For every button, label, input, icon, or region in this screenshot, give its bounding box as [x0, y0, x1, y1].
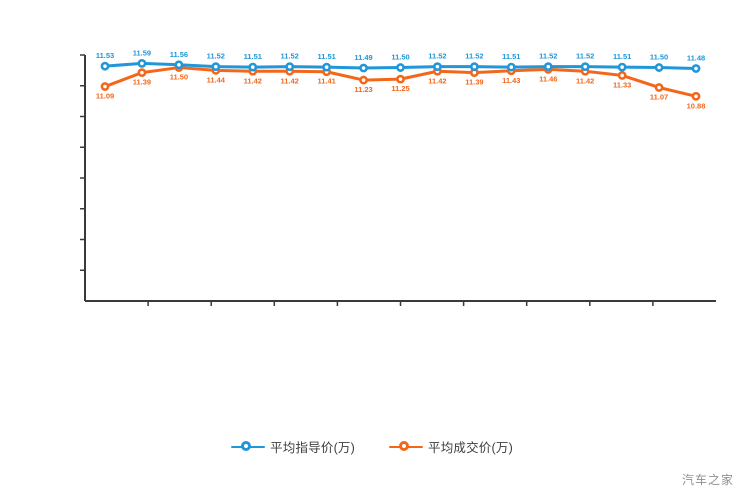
svg-text:11.56: 11.56 — [170, 50, 188, 59]
svg-text:11.52: 11.52 — [576, 52, 594, 61]
svg-text:11.41: 11.41 — [317, 77, 335, 86]
legend-item-average-guide-price[interactable]: 平均指导价(万) — [231, 437, 355, 456]
svg-text:11.42: 11.42 — [428, 76, 446, 85]
svg-text:11.43: 11.43 — [502, 76, 520, 85]
legend-label-average-transaction-price: 平均成交价(万) — [428, 441, 513, 455]
svg-text:10.88: 10.88 — [687, 101, 706, 110]
x-axis-ticks — [147, 301, 654, 306]
svg-text:11.50: 11.50 — [391, 53, 409, 62]
data-labels-average-guide-price: 11.53 11.59 11.56 11.52 11.51 11.52 11.51 11.49… — [96, 48, 705, 62]
data-labels-average-transaction-price: 11.09 11.39 11.50 11.44 11.42 11.42 11.41 11.23… — [96, 73, 706, 111]
legend-label-average-guide-price: 平均指导价(万) — [270, 441, 355, 455]
legend-marker-orange-icon — [389, 440, 423, 454]
svg-text:11.39: 11.39 — [133, 78, 151, 87]
chart-legend: 平均指导价(万) 平均成交价(万) — [0, 437, 744, 456]
svg-text:11.25: 11.25 — [391, 84, 409, 93]
svg-text:11.50: 11.50 — [170, 73, 188, 82]
svg-text:11.53: 11.53 — [96, 51, 114, 60]
svg-text:11.23: 11.23 — [354, 85, 372, 94]
svg-text:11.49: 11.49 — [354, 53, 372, 62]
y-axis-ticks — [80, 54, 85, 271]
svg-text:11.48: 11.48 — [687, 53, 705, 62]
svg-text:11.39: 11.39 — [465, 78, 483, 87]
svg-text:11.51: 11.51 — [613, 52, 631, 61]
series-points-average-guide-price — [100, 58, 701, 73]
svg-text:11.51: 11.51 — [502, 52, 520, 61]
svg-text:11.42: 11.42 — [281, 76, 299, 85]
svg-text:11.52: 11.52 — [539, 52, 557, 61]
svg-text:11.42: 11.42 — [244, 76, 262, 85]
svg-text:11.46: 11.46 — [539, 74, 557, 83]
svg-text:11.51: 11.51 — [244, 52, 262, 61]
legend-marker-blue-icon — [231, 440, 266, 454]
svg-text:11.59: 11.59 — [133, 48, 151, 57]
svg-text:11.33: 11.33 — [613, 80, 631, 89]
legend-item-average-transaction-price[interactable]: 平均成交价(万) — [389, 437, 513, 456]
svg-text:11.44: 11.44 — [207, 75, 226, 84]
svg-text:11.09: 11.09 — [96, 92, 114, 101]
svg-text:11.42: 11.42 — [576, 76, 594, 85]
svg-text:11.52: 11.52 — [207, 52, 225, 61]
svg-text:11.07: 11.07 — [650, 92, 668, 101]
svg-text:11.50: 11.50 — [650, 53, 668, 62]
svg-text:11.52: 11.52 — [428, 52, 446, 61]
svg-text:11.52: 11.52 — [465, 52, 483, 61]
svg-text:11.51: 11.51 — [317, 52, 335, 61]
watermark-autohome: 汽车之家 — [681, 473, 734, 487]
svg-text:11.52: 11.52 — [281, 52, 299, 61]
